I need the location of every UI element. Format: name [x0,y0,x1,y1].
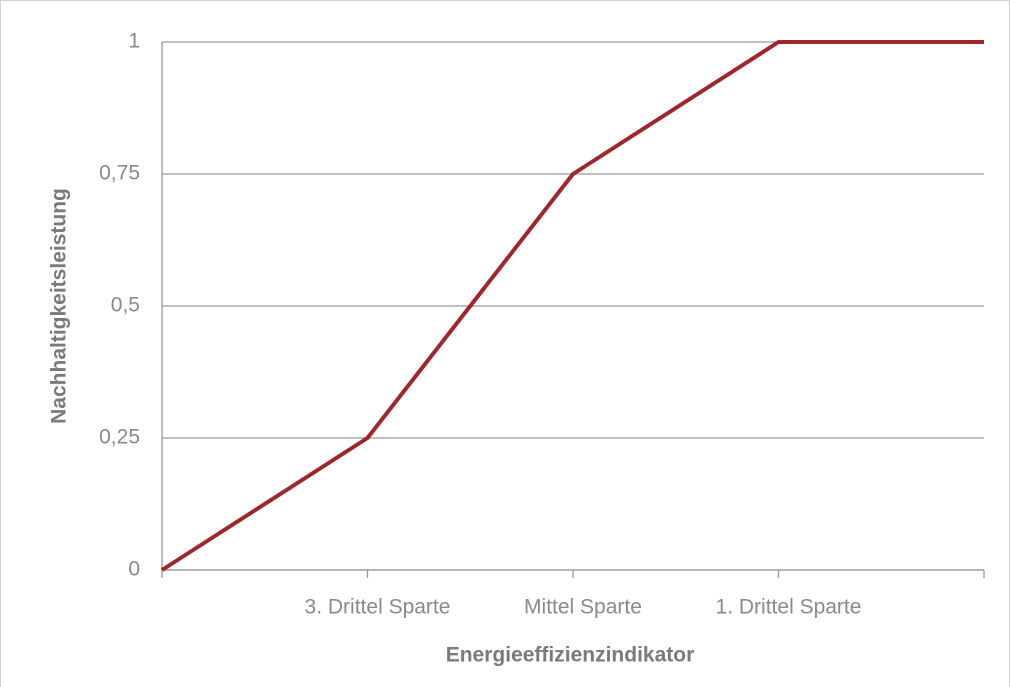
x-tick-label: 3. Drittel Sparte [305,596,451,619]
y-tick-label: 1 [128,30,140,53]
y-tick-label: 0,75 [99,162,140,185]
y-tick-label: 0,25 [99,426,140,449]
y-tick-label: 0 [128,558,140,581]
x-tick-label: 1. Drittel Sparte [716,596,862,619]
x-tick-label: Mittel Sparte [524,596,642,619]
y-axis-title: Nachhaltigkeitsleistung [48,188,71,424]
line [160,40,984,572]
y-tick-label: 0,5 [111,294,140,317]
x-axis-title: Energieeffizienzindikator [446,644,695,667]
